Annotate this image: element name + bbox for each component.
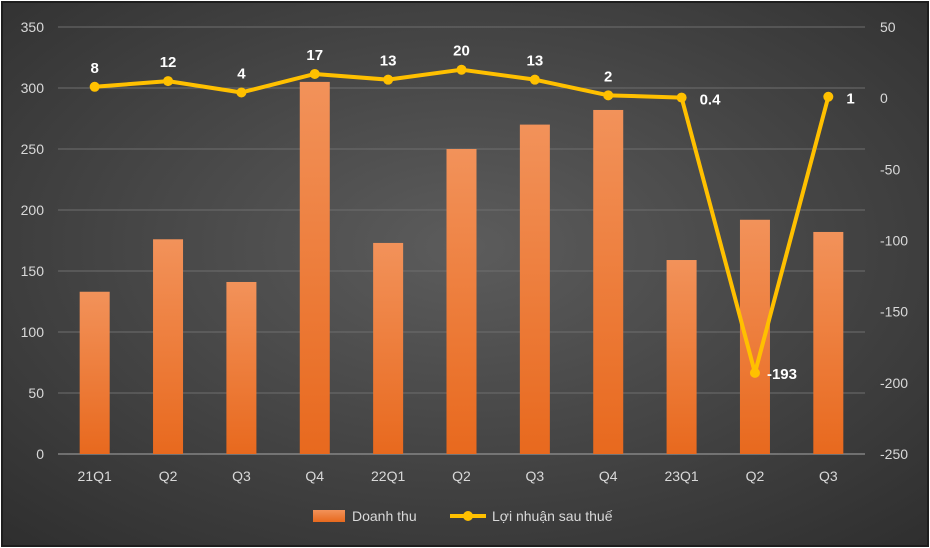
left-tick-label: 300 bbox=[21, 80, 45, 96]
profit-line bbox=[89, 64, 834, 378]
profit-point bbox=[383, 74, 394, 85]
bar bbox=[299, 81, 330, 455]
x-tick-label: Q3 bbox=[526, 468, 545, 484]
profit-point bbox=[603, 90, 614, 101]
x-tick-label: Q4 bbox=[599, 468, 618, 484]
bar bbox=[79, 291, 110, 454]
bar bbox=[446, 149, 477, 454]
left-tick-label: 350 bbox=[21, 19, 45, 35]
profit-point bbox=[749, 367, 760, 378]
profit-point bbox=[163, 76, 174, 87]
x-tick-label: 21Q1 bbox=[78, 468, 112, 484]
bar bbox=[373, 242, 404, 454]
left-tick-label: 100 bbox=[21, 324, 45, 340]
profit-data-label: 13 bbox=[380, 53, 397, 70]
left-tick-label: 150 bbox=[21, 263, 45, 279]
bar bbox=[519, 124, 550, 454]
x-tick-label: Q2 bbox=[452, 468, 471, 484]
profit-data-label: 17 bbox=[306, 47, 323, 64]
profit-data-label: 2 bbox=[604, 68, 612, 85]
profit-point bbox=[529, 74, 540, 85]
profit-point bbox=[236, 87, 247, 98]
profit-point bbox=[676, 92, 687, 103]
profit-point bbox=[823, 91, 834, 102]
left-tick-label: 250 bbox=[21, 141, 45, 157]
x-tick-label: Q3 bbox=[232, 468, 251, 484]
right-tick-label: -200 bbox=[880, 375, 908, 391]
left-axis: 0 50 100 150 200 250 300 350 bbox=[21, 19, 45, 462]
profit-point bbox=[89, 81, 100, 92]
right-tick-label: -50 bbox=[880, 161, 900, 177]
profit-data-label: 0.4 bbox=[700, 92, 722, 109]
x-tick-label: Q3 bbox=[819, 468, 838, 484]
profit-data-label: 20 bbox=[453, 43, 470, 60]
legend: Doanh thu Lợi nhuận sau thuế bbox=[313, 508, 613, 524]
right-tick-label: -150 bbox=[880, 304, 908, 320]
legend-profit-label: Lợi nhuận sau thuế bbox=[492, 508, 613, 524]
profit-data-label: 13 bbox=[527, 53, 544, 70]
profit-data-label: 4 bbox=[237, 65, 246, 82]
x-tick-label: Q4 bbox=[305, 468, 324, 484]
left-tick-label: 200 bbox=[21, 202, 45, 218]
bar bbox=[226, 281, 257, 454]
profit-data-labels: 8 12 4 17 13 20 13 2 0.4 -193 1 bbox=[91, 43, 855, 383]
right-tick-label: 50 bbox=[880, 19, 896, 35]
profit-data-label: 1 bbox=[846, 91, 854, 108]
left-tick-label: 0 bbox=[36, 446, 44, 462]
right-tick-label: -250 bbox=[880, 446, 908, 462]
x-tick-label: Q2 bbox=[746, 468, 765, 484]
legend-revenue-label: Doanh thu bbox=[352, 508, 417, 524]
x-axis: 21Q1 Q2 Q3 Q4 22Q1 Q2 Q3 Q4 23Q1 Q2 Q3 bbox=[78, 468, 838, 484]
x-tick-label: 22Q1 bbox=[371, 468, 405, 484]
profit-data-label: -193 bbox=[767, 366, 797, 383]
right-tick-label: 0 bbox=[880, 90, 888, 106]
profit-data-label: 12 bbox=[160, 54, 177, 71]
right-axis: -250 -200 -150 -100 -50 0 50 bbox=[880, 19, 908, 462]
profit-point bbox=[309, 68, 320, 79]
legend-profit-marker bbox=[463, 511, 473, 521]
left-tick-label: 50 bbox=[28, 385, 44, 401]
revenue-bars bbox=[79, 81, 844, 455]
bar bbox=[593, 109, 624, 455]
bar bbox=[813, 231, 844, 454]
legend-revenue-swatch bbox=[313, 510, 345, 522]
profit-data-label: 8 bbox=[91, 60, 99, 77]
bar bbox=[153, 239, 184, 454]
right-tick-label: -100 bbox=[880, 233, 908, 249]
bar bbox=[666, 260, 697, 454]
x-tick-label: 23Q1 bbox=[664, 468, 698, 484]
x-tick-label: Q2 bbox=[159, 468, 178, 484]
profit-point bbox=[456, 64, 467, 75]
